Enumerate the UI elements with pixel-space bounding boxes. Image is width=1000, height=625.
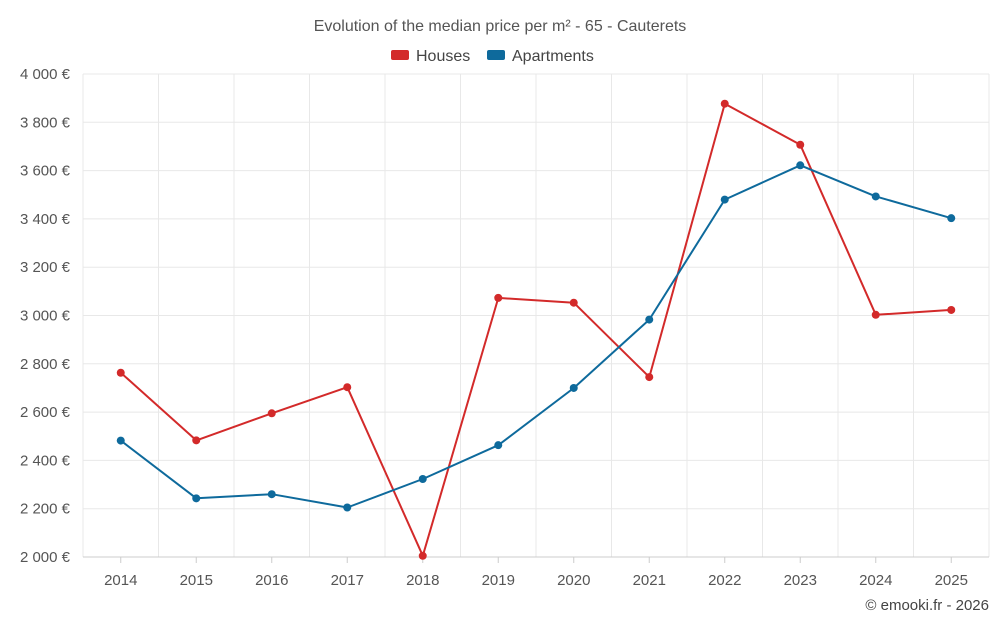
data-point-apartments[interactable] <box>418 474 427 483</box>
legend-item-apartments[interactable]: Apartments <box>487 48 594 65</box>
x-tick-label: 2014 <box>104 572 137 589</box>
y-tick-label: 3 800 € <box>20 114 71 131</box>
data-point-houses[interactable] <box>418 551 427 560</box>
data-point-houses[interactable] <box>720 99 729 108</box>
data-point-apartments[interactable] <box>645 315 654 324</box>
y-tick-label: 2 200 € <box>20 501 71 518</box>
x-tick-label: 2025 <box>935 572 968 589</box>
x-tick-label: 2023 <box>784 572 817 589</box>
x-tick-label: 2020 <box>557 572 590 589</box>
data-point-apartments[interactable] <box>343 503 352 512</box>
y-tick-label: 3 400 € <box>20 211 71 228</box>
y-axis-ticks: 2 000 € 2 200 € 2 400 € 2 600 € 2 800 € 3 000… <box>20 66 71 566</box>
y-tick-label: 3 200 € <box>20 259 71 276</box>
x-tick-label: 2021 <box>633 572 666 589</box>
x-tick-label: 2024 <box>859 572 892 589</box>
data-point-houses[interactable] <box>871 310 880 319</box>
x-tick-label: 2018 <box>406 572 439 589</box>
x-tick-label: 2022 <box>708 572 741 589</box>
x-tick-label: 2017 <box>331 572 364 589</box>
data-point-houses[interactable] <box>947 305 956 314</box>
grid <box>82 73 990 557</box>
data-point-houses[interactable] <box>494 293 503 302</box>
data-point-houses[interactable] <box>267 409 276 418</box>
legend-swatch-houses <box>391 50 409 60</box>
series-line-apartments <box>120 164 952 509</box>
y-tick-label: 3 000 € <box>20 308 71 325</box>
data-point-apartments[interactable] <box>947 214 956 223</box>
y-tick-label: 2 000 € <box>20 549 71 566</box>
x-tick-label: 2016 <box>255 572 288 589</box>
x-axis-ticks: 2014 2015 2016 2017 2018 2019 2020 2021 2022 2023… <box>104 557 968 589</box>
y-tick-label: 2 600 € <box>20 404 71 421</box>
data-point-houses[interactable] <box>796 140 805 149</box>
data-point-houses[interactable] <box>343 383 352 392</box>
data-point-apartments[interactable] <box>871 192 880 201</box>
y-tick-label: 3 600 € <box>20 163 71 180</box>
data-point-houses[interactable] <box>645 373 654 382</box>
data-point-houses[interactable] <box>192 436 201 445</box>
legend-label-apartments: Apartments <box>512 48 594 65</box>
credit: © emooki.fr - 2026 <box>865 597 989 614</box>
series-line-houses <box>120 102 952 557</box>
x-tick-label: 2019 <box>482 572 515 589</box>
series <box>116 99 956 560</box>
data-point-houses[interactable] <box>569 298 578 307</box>
data-point-apartments[interactable] <box>192 494 201 503</box>
x-tick-label: 2015 <box>180 572 213 589</box>
y-tick-label: 2 400 € <box>20 452 71 469</box>
data-point-apartments[interactable] <box>267 490 276 499</box>
legend-item-houses[interactable]: Houses <box>391 48 470 65</box>
data-point-apartments[interactable] <box>796 161 805 170</box>
y-tick-label: 4 000 € <box>20 66 71 83</box>
y-tick-label: 2 800 € <box>20 356 71 373</box>
chart-title: Evolution of the median price per m² - 6… <box>314 18 687 35</box>
data-point-apartments[interactable] <box>720 195 729 204</box>
legend-label-houses: Houses <box>416 48 470 65</box>
data-point-houses[interactable] <box>116 368 125 377</box>
data-point-apartments[interactable] <box>569 383 578 392</box>
data-point-apartments[interactable] <box>116 436 125 445</box>
data-point-apartments[interactable] <box>494 441 503 450</box>
legend: Houses Apartments <box>391 48 594 65</box>
legend-swatch-apartments <box>487 50 505 60</box>
